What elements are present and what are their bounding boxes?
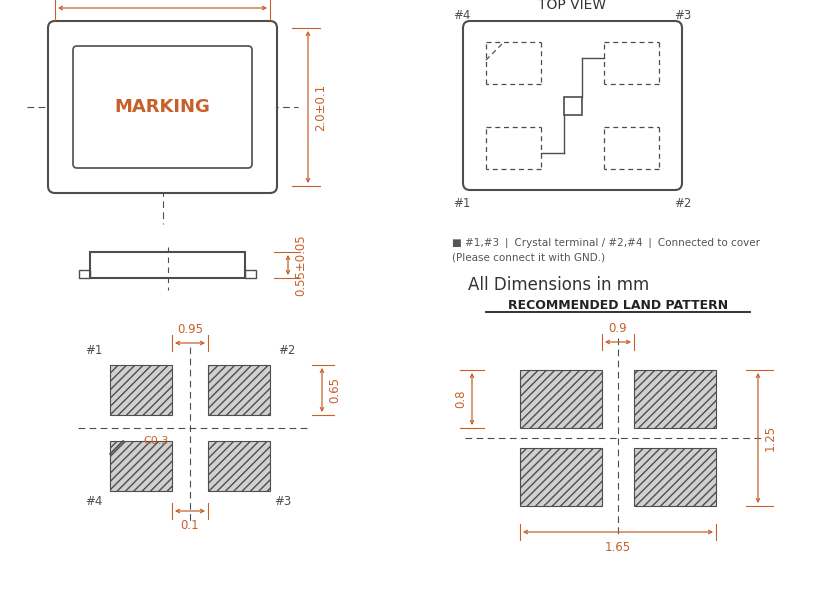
Text: 1.25: 1.25 <box>764 425 777 451</box>
Text: 2.0±0.1: 2.0±0.1 <box>314 84 327 131</box>
Bar <box>634 370 716 428</box>
Text: 1.65: 1.65 <box>605 541 631 554</box>
FancyBboxPatch shape <box>48 21 277 193</box>
Text: RECOMMENDED LAND PATTERN: RECOMMENDED LAND PATTERN <box>508 299 728 312</box>
Text: All Dimensions in mm: All Dimensions in mm <box>468 276 650 294</box>
Text: 2.5±0.1: 2.5±0.1 <box>139 0 186 2</box>
Bar <box>110 365 172 415</box>
Text: MARKING: MARKING <box>115 98 211 116</box>
FancyBboxPatch shape <box>73 46 252 168</box>
Bar <box>520 370 602 428</box>
Text: #2: #2 <box>278 344 295 357</box>
Text: 0.95: 0.95 <box>177 323 203 336</box>
Bar <box>520 448 602 506</box>
Text: #3: #3 <box>274 495 291 508</box>
Text: 0.55±0.05: 0.55±0.05 <box>294 234 307 296</box>
Text: C0.3: C0.3 <box>144 436 169 446</box>
Bar <box>208 441 270 491</box>
Text: #1: #1 <box>453 197 471 210</box>
Bar <box>90 252 245 278</box>
Text: 0.65: 0.65 <box>328 377 341 403</box>
Bar <box>110 441 172 491</box>
Bar <box>634 448 716 506</box>
Text: (Please connect it with GND.): (Please connect it with GND.) <box>452 253 605 263</box>
Bar <box>208 365 270 415</box>
Text: 0.8: 0.8 <box>454 389 467 408</box>
FancyBboxPatch shape <box>463 21 682 190</box>
Text: #4: #4 <box>84 495 102 508</box>
Bar <box>245 270 256 278</box>
Text: 0.1: 0.1 <box>181 519 199 532</box>
Text: #4: #4 <box>453 9 471 22</box>
Text: #1: #1 <box>84 344 102 357</box>
Text: 0.9: 0.9 <box>609 322 627 335</box>
Bar <box>563 96 582 114</box>
Text: #3: #3 <box>675 9 691 22</box>
Text: TOP VIEW: TOP VIEW <box>538 0 607 12</box>
Text: ■ #1,#3 ❘ Crystal terminal / #2,#4 ❘ Connected to cover: ■ #1,#3 ❘ Crystal terminal / #2,#4 ❘ Con… <box>452 238 760 248</box>
Text: #2: #2 <box>675 197 691 210</box>
Bar <box>79 270 90 278</box>
